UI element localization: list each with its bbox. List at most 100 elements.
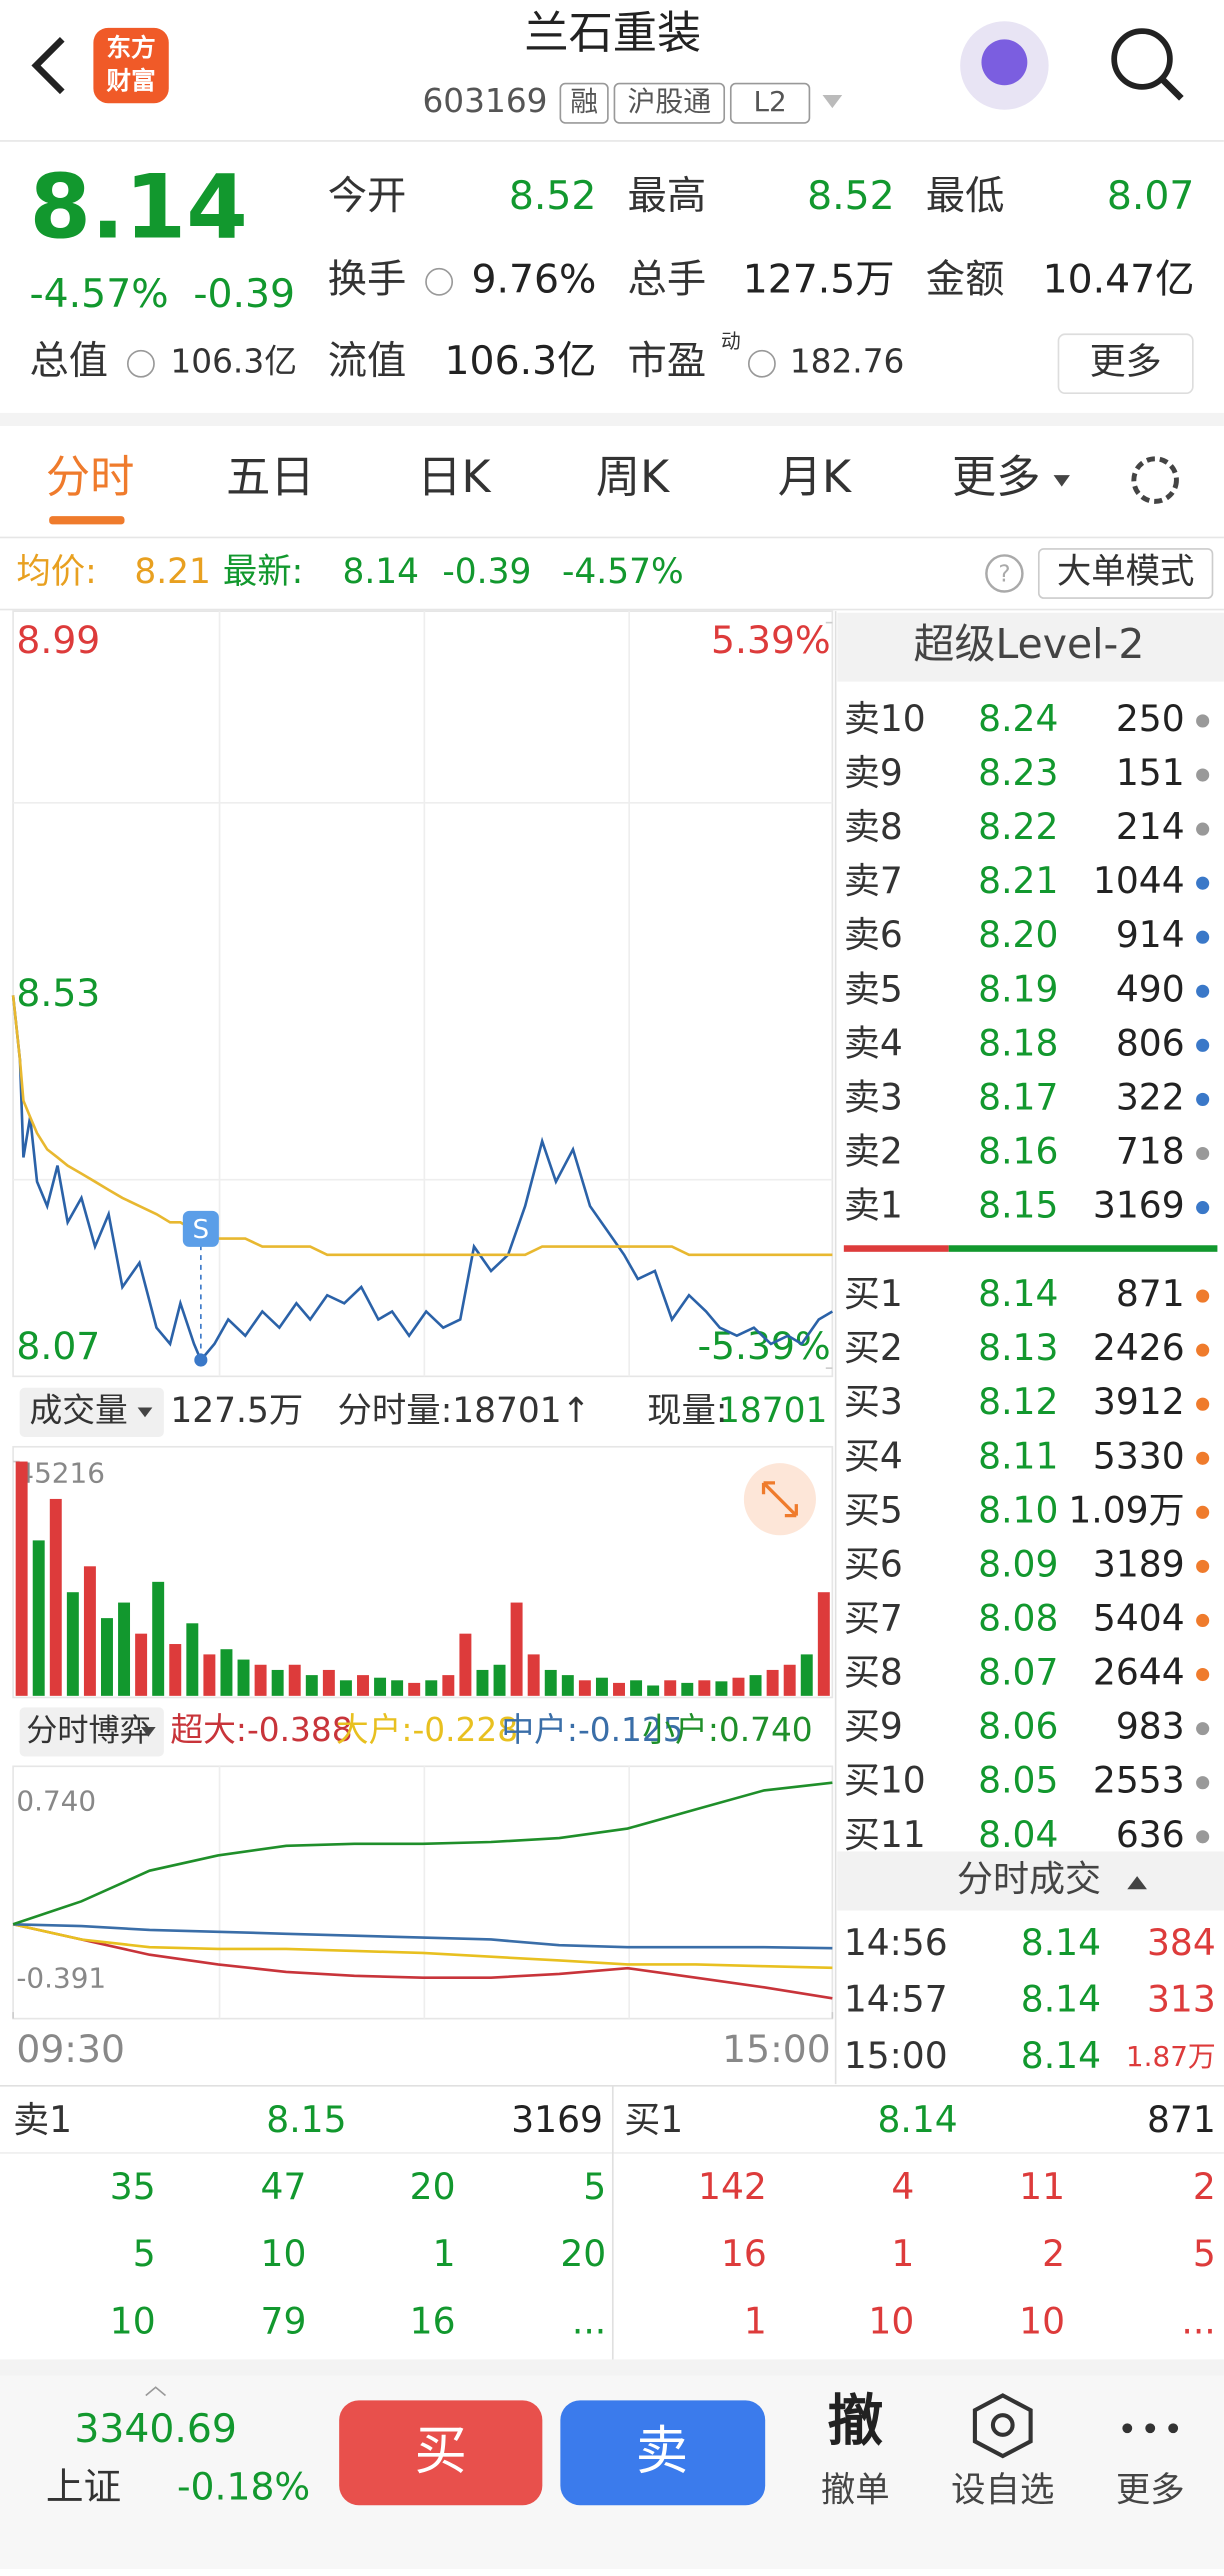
price-frame	[12, 610, 834, 1378]
trade-volume: 313	[1147, 1979, 1216, 2020]
order-volume: 1044	[1093, 861, 1185, 902]
volume-bar	[664, 1680, 677, 1696]
stat-value: 8.07	[1107, 174, 1195, 219]
order-label: 卖9	[844, 753, 903, 794]
volume-selector[interactable]	[19, 1387, 164, 1437]
order-price: 8.07	[978, 1653, 1058, 1694]
order-label: 卖5	[844, 969, 903, 1010]
order-label: 卖8	[844, 807, 903, 848]
order-volume: 1.09万	[1068, 1490, 1184, 1531]
more-button[interactable]	[1057, 333, 1194, 395]
watch-icon-dot	[990, 2413, 1015, 2437]
volume-bar	[374, 1677, 387, 1696]
stat-value: 106.3亿	[170, 343, 297, 381]
search-icon[interactable]	[1111, 28, 1173, 90]
volume-selector-label[interactable]: 成交量	[29, 1391, 127, 1429]
y-tick-label: 0.740	[16, 1784, 96, 1817]
order-price: 8.23	[978, 753, 1058, 794]
queue-order: 16	[721, 2234, 767, 2275]
order-dot	[1196, 1830, 1210, 1844]
tab[interactable]: 月K	[778, 452, 852, 503]
tab[interactable]: 更多	[952, 452, 1040, 503]
volume-bar	[220, 1649, 233, 1696]
marker-badge	[182, 1210, 219, 1247]
tag-box	[559, 82, 609, 124]
stat-superscript: 动	[721, 330, 741, 353]
volume-bar	[49, 1498, 62, 1696]
stat-value: 106.3亿	[445, 339, 597, 384]
tab[interactable]: 周K	[596, 452, 670, 503]
level2-title: 超级Level-2	[914, 620, 1145, 668]
flow-frame	[12, 1765, 834, 2020]
volume-bar	[322, 1669, 335, 1696]
queue-order: 10	[1019, 2301, 1065, 2342]
back-icon[interactable]	[31, 37, 65, 95]
order-dot	[1196, 930, 1210, 944]
info-icon	[425, 267, 454, 296]
buy-button[interactable]	[339, 2400, 543, 2506]
volume-bar	[715, 1681, 728, 1696]
volume-bar	[203, 1654, 216, 1696]
settings-icon[interactable]	[1131, 456, 1179, 504]
dropdown-icon	[1053, 475, 1070, 487]
order-volume: 2644	[1093, 1653, 1185, 1694]
tag-box	[729, 82, 811, 124]
index-value: 3340.69	[74, 2407, 237, 2452]
divider-band	[0, 412, 1224, 427]
tab[interactable]: 日K	[417, 452, 491, 503]
order-price: 8.09	[978, 1544, 1058, 1585]
trade-volume: 1.87万	[1126, 2040, 1216, 2073]
trade-price: 8.14	[1021, 2036, 1101, 2077]
watch-icon[interactable]	[972, 2393, 1033, 2459]
volume-bar	[83, 1566, 96, 1696]
queue-price: 8.14	[877, 2100, 957, 2141]
queue-order: 11	[1019, 2167, 1065, 2208]
sell-label[interactable]: 卖	[636, 2420, 688, 2481]
flow-selector-label[interactable]: 分时博弈	[26, 1713, 151, 1749]
cancel-label[interactable]: 撤单	[821, 2471, 890, 2511]
more-dot[interactable]	[1122, 2423, 1133, 2434]
order-label: 卖7	[844, 861, 903, 902]
volume-bar	[595, 1677, 608, 1696]
logo-bg	[93, 27, 169, 104]
more-label[interactable]: 更多	[1116, 2471, 1185, 2511]
queue-order: 1	[433, 2234, 456, 2275]
queue-volume: 3169	[511, 2100, 603, 2141]
divider-band	[0, 2359, 1224, 2376]
big-order-button[interactable]	[1037, 548, 1214, 599]
buy-label[interactable]: 买	[415, 2420, 467, 2481]
tag: L2	[753, 85, 786, 118]
cancel-icon[interactable]: 撤	[827, 2389, 883, 2454]
order-price: 8.04	[978, 1815, 1058, 1856]
queue-label: 买1	[624, 2100, 683, 2141]
tab[interactable]: 分时	[46, 452, 134, 503]
volume-bar	[135, 1633, 148, 1696]
dropdown-icon[interactable]	[822, 95, 843, 109]
queue-order: 5	[1193, 2234, 1216, 2275]
volume-bar	[339, 1680, 352, 1696]
stat-label: 最高	[628, 174, 707, 219]
order-dot	[1196, 1397, 1210, 1411]
up-caret	[145, 2386, 167, 2397]
order-dot	[1196, 1722, 1210, 1736]
more-button-label[interactable]: 更多	[1090, 342, 1162, 383]
avg-value: 8.21	[134, 552, 211, 592]
volume-bar	[749, 1675, 762, 1696]
order-label: 买11	[844, 1815, 926, 1856]
volume-bar	[766, 1669, 779, 1696]
queue-order: 10	[261, 2234, 307, 2275]
sell-button[interactable]	[560, 2400, 766, 2506]
help-icon[interactable]	[985, 554, 1024, 593]
order-label: 买2	[844, 1328, 903, 1369]
series-line	[12, 1922, 833, 1970]
flow-selector[interactable]	[19, 1707, 164, 1757]
tab[interactable]: 五日	[226, 452, 314, 503]
x-tick-label: 09:30	[16, 2027, 125, 2071]
volume-bar	[698, 1680, 711, 1696]
big-order-label[interactable]: 大单模式	[1057, 552, 1195, 592]
order-label: 买4	[844, 1436, 903, 1477]
order-volume: 3912	[1093, 1382, 1185, 1423]
queue-order: 1	[891, 2234, 914, 2275]
trades-title[interactable]: 分时成交	[957, 1859, 1101, 1900]
watch-label[interactable]: 设自选	[951, 2471, 1054, 2511]
